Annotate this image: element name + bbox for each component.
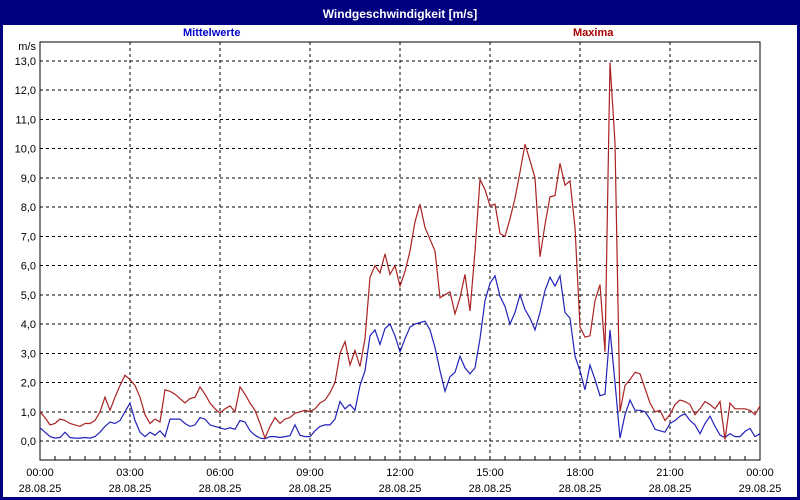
x-tick-date-label: 29.08.25 [739, 483, 782, 495]
y-tick-label: 12,0 [15, 85, 36, 97]
x-tick-time-label: 06:00 [206, 467, 234, 479]
y-tick-label: 11,0 [15, 114, 36, 126]
x-tick-date-label: 28.08.25 [469, 483, 512, 495]
window-title: Windgeschwindigkeit [m/s] [322, 7, 478, 21]
plot-border [39, 41, 761, 461]
y-tick-label: 6,0 [21, 261, 36, 273]
x-tick-time-label: 18:00 [566, 467, 594, 479]
x-tick-date-label: 28.08.25 [19, 483, 62, 495]
y-tick-label: 3,0 [21, 348, 36, 360]
legend-maxima-label: Maxima [573, 27, 614, 39]
y-tick-label: 7,0 [21, 231, 36, 243]
y-tick-label: 5,0 [21, 290, 36, 302]
series-line-maxima [39, 62, 761, 440]
y-tick-label: 0,0 [21, 436, 36, 448]
x-tick-time-label: 21:00 [656, 467, 684, 479]
y-tick-label: 10,0 [15, 144, 36, 156]
y-tick-label: 9,0 [21, 173, 36, 185]
x-tick-date-label: 28.08.25 [199, 483, 242, 495]
y-tick-label: 4,0 [21, 319, 36, 331]
x-tick-date-label: 28.08.25 [289, 483, 332, 495]
x-tick-time-label: 09:00 [296, 467, 324, 479]
y-tick-label: 8,0 [21, 202, 36, 214]
x-tick-date-label: 28.08.25 [379, 483, 422, 495]
y-tick-label: 1,0 [21, 407, 36, 419]
series-line-mittelwerte [39, 273, 761, 440]
x-tick-date-label: 28.08.25 [559, 483, 602, 495]
x-tick-time-label: 15:00 [476, 467, 504, 479]
y-tick-label: 13,0 [15, 56, 36, 68]
x-tick-date-label: 28.08.25 [109, 483, 152, 495]
x-tick-time-label: 00:00 [26, 467, 54, 479]
x-tick-date-label: 28.08.25 [649, 483, 692, 495]
y-axis-unit-label: m/s [18, 41, 36, 53]
y-tick-label: 2,0 [21, 378, 36, 390]
x-tick-time-label: 12:00 [386, 467, 414, 479]
legend-mittelwerte-label: Mittelwerte [183, 27, 241, 39]
x-tick-time-label: 03:00 [116, 467, 144, 479]
x-tick-time-label: 00:00 [746, 467, 774, 479]
window-title-bar: Windgeschwindigkeit [m/s] [3, 3, 797, 25]
